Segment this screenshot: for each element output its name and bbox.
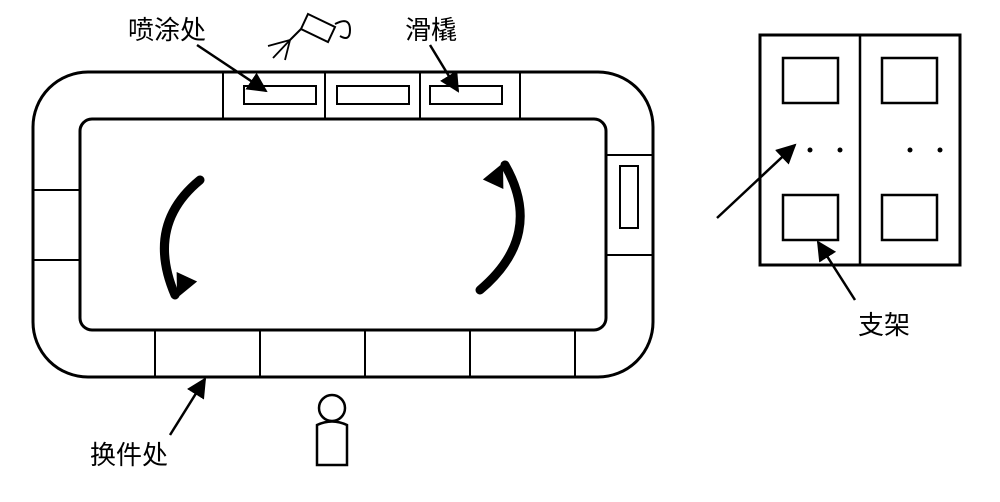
label-exchange: 换件处: [90, 435, 168, 472]
label-skid: 滑橇: [405, 10, 457, 47]
label-bracket: 支架: [858, 305, 910, 342]
label-spray: 喷涂处: [128, 10, 206, 47]
diagram-stage: 喷涂处 滑橇 支架 换件处: [0, 0, 1000, 502]
diagram-svg: [0, 0, 1000, 502]
